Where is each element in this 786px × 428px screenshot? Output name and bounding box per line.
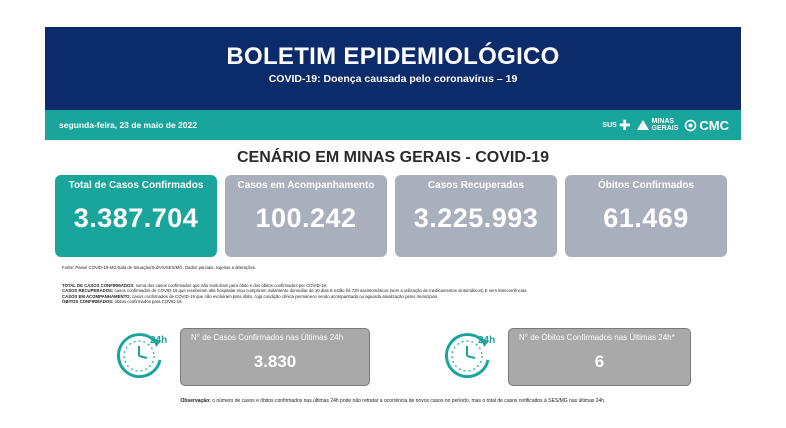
clock-24h-icon: 24h bbox=[117, 333, 167, 379]
cmc-logo-text: CMC bbox=[699, 117, 729, 133]
deaths-24h-value: 6 bbox=[594, 352, 605, 371]
definition-deaths: ÓBITOS CONFIRMADOS: óbitos confirmados p… bbox=[62, 299, 722, 304]
definition-term: ÓBITOS CONFIRMADOS: bbox=[62, 299, 114, 305]
definition-term: CASOS EM ACOMPANHAMENTO: bbox=[62, 293, 131, 299]
deaths-24h-box: N° de Óbitos Confirmados nas Últimas 24h… bbox=[508, 328, 691, 386]
card-value: 3.387.704 bbox=[73, 203, 199, 233]
card-value: 100.242 bbox=[255, 203, 357, 233]
deaths-card: Óbitos Confirmados 61.469 bbox=[565, 175, 727, 257]
sus-logo: SUS ✚ bbox=[602, 118, 630, 132]
definition-text: óbitos confirmados para COVID-19. bbox=[113, 299, 183, 305]
card-value: 3.225.993 bbox=[413, 203, 539, 233]
definition-monitoring: CASOS EM ACOMPANHAMENTO: casos confirmad… bbox=[62, 294, 722, 299]
definition-text: casos confirmados de COVID-19 que não ev… bbox=[130, 293, 439, 299]
header-banner: BOLETIM EPIDEMIOLÓGICO COVID-19: Doença … bbox=[45, 27, 741, 110]
clock-24h-label: 24h bbox=[150, 335, 167, 346]
clock-24h-label: 24h bbox=[478, 335, 495, 346]
logos-group: SUS ✚ MINAS GERAIS CMC bbox=[602, 115, 729, 135]
date-bar: segunda-feira, 23 de maio de 2022 SUS ✚ … bbox=[45, 110, 741, 140]
definition-term: CASOS RECUPERADOS: bbox=[62, 288, 114, 294]
definition-text: casos confirmados de COVID-19 que recebe… bbox=[113, 288, 528, 294]
triangle-icon bbox=[636, 120, 649, 130]
observation-text: o número de casos e óbitos confirmados n… bbox=[210, 398, 606, 404]
definition-term: TOTAL DE CASOS CONFIRMADOS: bbox=[62, 283, 135, 288]
definitions: TOTAL DE CASOS CONFIRMADOS: soma dos cas… bbox=[62, 283, 722, 305]
cases-24h-box: N° de Casos Confirmados nas Últimas 24h … bbox=[180, 328, 370, 386]
card-label: Óbitos Confirmados bbox=[597, 180, 695, 191]
source-note: Fonte: Painel COVID-19 MG/Sala de Situaç… bbox=[62, 265, 257, 270]
minas-logo-text-bottom: GERAIS bbox=[651, 125, 679, 132]
card-label: Casos em Acompanhamento bbox=[237, 180, 375, 191]
definition-recovered: CASOS RECUPERADOS: casos confirmados de … bbox=[62, 288, 722, 293]
recovered-cases-card: Casos Recuperados 3.225.993 bbox=[395, 175, 557, 257]
minas-logo-text-top: MINAS bbox=[651, 118, 675, 125]
bulletin-page: BOLETIM EPIDEMIOLÓGICO COVID-19: Doença … bbox=[45, 27, 741, 419]
total-cases-card: Total de Casos Confirmados 3.387.704 bbox=[55, 175, 217, 257]
observation-term: Observação: bbox=[180, 398, 211, 404]
definition-total: TOTAL DE CASOS CONFIRMADOS: soma dos cas… bbox=[62, 283, 722, 288]
clock-24h-icon: 24h bbox=[445, 333, 495, 379]
cmc-emblem-icon bbox=[685, 119, 697, 131]
observation-note: Observação: o número de casos e óbitos c… bbox=[45, 398, 741, 404]
plus-icon: ✚ bbox=[618, 117, 631, 133]
deaths-24h-label: N° de Óbitos Confirmados nas Últimas 24h… bbox=[519, 333, 675, 342]
cmc-logo: CMC bbox=[684, 118, 729, 133]
report-date: segunda-feira, 23 de maio de 2022 bbox=[59, 120, 197, 130]
definition-text: soma dos casos confirmados que não evolu… bbox=[134, 283, 328, 288]
sus-logo-text: SUS bbox=[602, 121, 617, 129]
section-title: CENÁRIO EM MINAS GERAIS - COVID-19 bbox=[236, 149, 550, 166]
minas-gerais-logo: MINAS GERAIS bbox=[636, 118, 679, 132]
card-label: Total de Casos Confirmados bbox=[68, 180, 204, 191]
card-label: Casos Recuperados bbox=[427, 180, 525, 191]
cases-24h-label: N° de Casos Confirmados nas Últimas 24h bbox=[191, 333, 344, 342]
card-value: 61.469 bbox=[603, 203, 689, 233]
page-subtitle: COVID-19: Doença causada pelo coronavíru… bbox=[268, 73, 518, 85]
cases-24h-value: 3.830 bbox=[253, 352, 297, 371]
monitoring-cases-card: Casos em Acompanhamento 100.242 bbox=[225, 175, 387, 257]
page-title: BOLETIM EPIDEMIOLÓGICO bbox=[226, 43, 560, 70]
